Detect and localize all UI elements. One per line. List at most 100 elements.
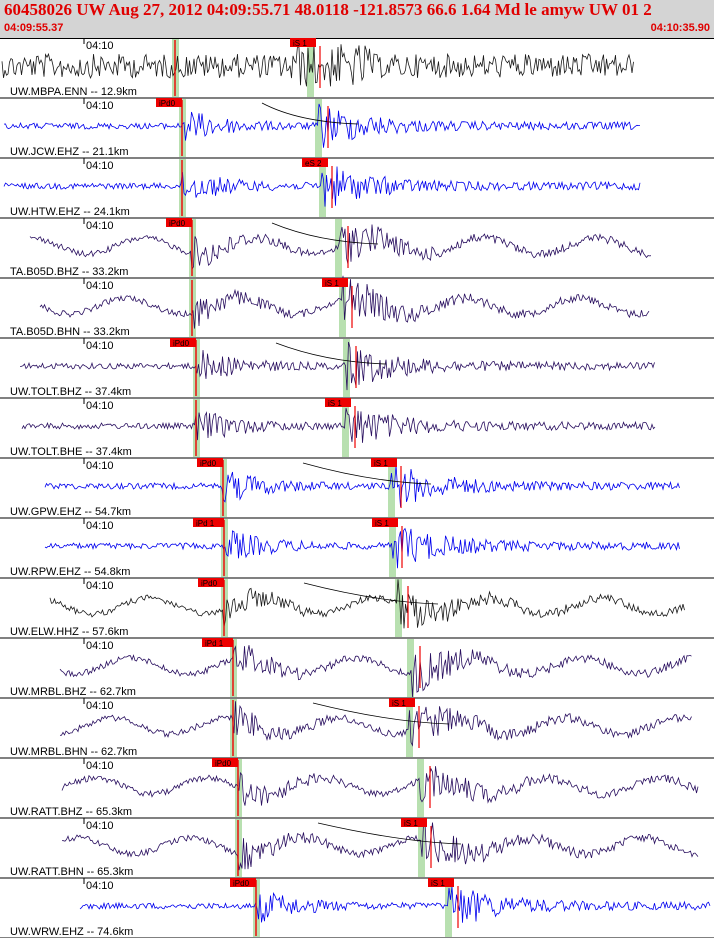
station-label: UW.RATT.BHN -- 65.3km <box>10 866 133 878</box>
s-pick-label: iS 1 <box>392 699 406 708</box>
waveform-trace <box>3 166 641 207</box>
s-window-band <box>315 99 322 157</box>
waveform-trace <box>1 44 634 87</box>
trace-row: 04:10 eS 2 UW.HTW.EHZ -- 24.1km <box>0 157 714 218</box>
p-pick-label: iPd0 <box>200 459 217 468</box>
s-pick-box <box>325 398 351 407</box>
s-pick-label: iS 1 <box>293 39 307 48</box>
station-label: TA.B05D.BHZ -- 33.2km <box>10 266 128 278</box>
waveform-trace <box>59 701 692 747</box>
waveform-trace <box>44 527 680 569</box>
s-window-band <box>407 639 414 697</box>
s-pick-label: iS 1 <box>374 459 388 468</box>
time-tick-label: 04:10 <box>86 220 114 232</box>
trace-row: 04:10 iPd0 TA.B05D.BHZ -- 33.2km <box>0 217 714 278</box>
p-pick-label: iPd0 <box>169 219 186 228</box>
p-pick-box <box>202 638 233 647</box>
p-pick-label: iPd0 <box>201 579 218 588</box>
s-pick-label: iS 1 <box>404 819 418 828</box>
start-time-label: 04:09:55.37 <box>4 22 64 34</box>
trace-row: 04:10 iS 1 TA.B05D.BHN -- 33.2km <box>0 275 714 338</box>
waveform-trace <box>61 820 699 871</box>
seismogram-panel[interactable]: 04:10 iS 1 UW.MBPA.ENN -- 12.9km 04:10 iPd0 U… <box>0 38 714 938</box>
waveform-trace <box>3 103 640 148</box>
waveform-trace <box>79 886 711 923</box>
trace-row: 04:10 iPd0 iS 1 UW.GPW.EHZ -- 54.7km <box>0 457 714 518</box>
waveform-trace <box>49 579 685 629</box>
p-pick-box <box>193 518 224 527</box>
s-window-band <box>388 459 395 517</box>
trace-row: 04:10 iS 1 UW.RATT.BHN -- 65.3km <box>0 817 714 878</box>
s-pick-label: eS 2 <box>305 159 322 168</box>
s-pick-box <box>372 518 398 527</box>
end-time-label: 04:10:35.90 <box>650 22 710 34</box>
event-title: 60458026 UW Aug 27, 2012 04:09:55.71 48.… <box>4 0 652 19</box>
time-tick-label: 04:10 <box>86 640 114 652</box>
p-pick-label: iPd0 <box>159 99 176 108</box>
waveform-trace <box>44 464 680 507</box>
station-label: UW.MBPA.ENN -- 12.9km <box>10 86 137 98</box>
trace-row: 04:10 iPd0 UW.RATT.BHZ -- 65.3km <box>0 757 714 818</box>
travel-time-curve <box>275 342 387 365</box>
station-label: UW.TOLT.BHZ -- 37.4km <box>10 386 131 398</box>
header-bar: 60458026 UW Aug 27, 2012 04:09:55.71 48.… <box>0 0 714 39</box>
s-window-band <box>406 699 413 757</box>
waveform-trace <box>21 408 656 443</box>
waveform-trace <box>19 341 655 391</box>
trace-row: 04:10 iPd0 iS 1 UW.WRW.EHZ -- 74.6km <box>0 877 714 938</box>
waveform-trace <box>59 645 692 698</box>
trace-row: 04:10 iS 1 UW.MBPA.ENN -- 12.9km <box>0 38 714 98</box>
time-tick-label: 04:10 <box>86 400 114 412</box>
station-label: UW.MRBL.BHZ -- 62.7km <box>10 686 136 698</box>
s-pick-box <box>290 38 316 47</box>
travel-time-curve <box>312 702 450 725</box>
p-pick-box <box>197 458 223 467</box>
trace-row: 04:10 iPd0 UW.ELW.HHZ -- 57.6km <box>0 577 714 638</box>
p-pick-box <box>212 758 238 767</box>
p-pick-box <box>198 578 224 587</box>
trace-row: 04:10 iPd0 UW.JCW.EHZ -- 21.1km <box>0 97 714 158</box>
trace-row: 04:10 iPd 1 iS 1 UW.RPW.EHZ -- 54.8km <box>0 517 714 578</box>
s-pick-label: iS 1 <box>328 399 342 408</box>
s-window-band <box>389 519 396 577</box>
time-tick-label: 04:10 <box>86 880 114 892</box>
time-tick-label: 04:10 <box>86 460 114 472</box>
station-label: UW.HTW.EHZ -- 24.1km <box>10 206 130 218</box>
trace-row: 04:10 iPd 1 UW.MRBL.BHZ -- 62.7km <box>0 637 714 698</box>
p-pick-label: iPd 1 <box>205 639 224 648</box>
time-tick-label: 04:10 <box>86 700 114 712</box>
travel-time-curve <box>302 462 432 485</box>
time-tick-label: 04:10 <box>86 340 114 352</box>
s-pick-label: iS 1 <box>431 879 445 888</box>
station-label: UW.RPW.EHZ -- 54.8km <box>10 566 130 578</box>
waveform-trace <box>61 766 699 806</box>
p-pick-box <box>170 338 196 347</box>
s-window-band <box>417 759 424 817</box>
s-window-band <box>335 219 342 277</box>
p-pick-label: iPd 1 <box>196 519 215 528</box>
p-pick-box <box>156 98 182 107</box>
time-tick-label: 04:10 <box>86 100 114 112</box>
p-pick-box <box>230 878 256 887</box>
trace-row: 04:10 iPd0 UW.TOLT.BHZ -- 37.4km <box>0 337 714 398</box>
p-pick-label: iPd0 <box>215 759 232 768</box>
trace-row: 04:10 iS 1 UW.TOLT.BHE -- 37.4km <box>0 397 714 458</box>
time-tick-label: 04:10 <box>86 520 114 532</box>
s-pick-box <box>401 818 427 827</box>
s-window-band <box>319 159 326 217</box>
s-window-band <box>395 579 402 637</box>
station-label: TA.B05D.BHN -- 33.2km <box>10 326 130 338</box>
time-tick-label: 04:10 <box>86 820 114 832</box>
p-pick-box <box>166 218 192 227</box>
s-pick-label: iS 1 <box>375 519 389 528</box>
s-window-band <box>445 879 452 937</box>
travel-time-curve <box>317 822 462 845</box>
station-label: UW.JCW.EHZ -- 21.1km <box>10 146 129 158</box>
s-pick-box <box>428 878 454 887</box>
time-tick-label: 04:10 <box>86 760 114 772</box>
time-tick-label: 04:10 <box>86 160 114 172</box>
station-label: UW.GPW.EHZ -- 54.7km <box>10 506 131 518</box>
travel-time-curve <box>271 222 379 245</box>
station-label: UW.TOLT.BHE -- 37.4km <box>10 446 132 458</box>
waveform-trace <box>39 275 650 329</box>
